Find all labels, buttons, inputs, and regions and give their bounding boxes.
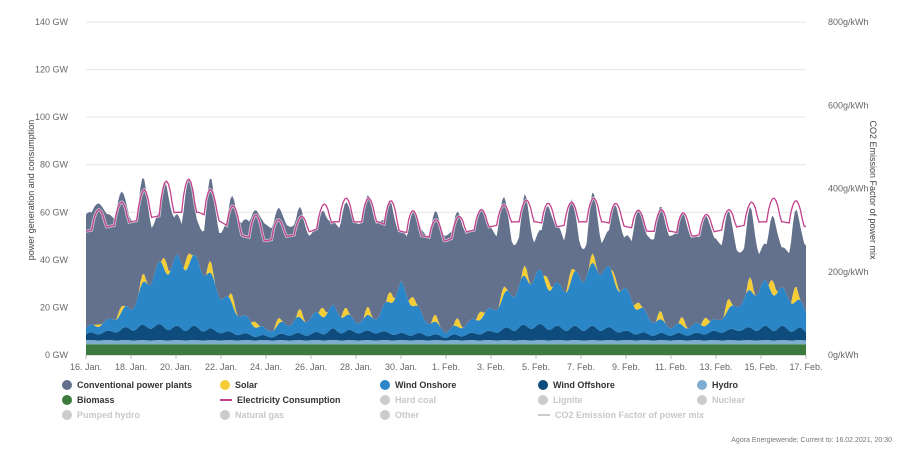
x-tick-label: 22. Jan. bbox=[205, 362, 237, 370]
x-tick-label: 9. Feb. bbox=[612, 362, 640, 370]
circle-marker-icon bbox=[538, 395, 548, 405]
legend-label: Pumped hydro bbox=[77, 410, 141, 420]
legend-label: Hard coal bbox=[395, 395, 437, 405]
legend-item-wind-offshore[interactable]: Wind Offshore bbox=[538, 380, 615, 390]
source-note: Agora Energiewende; Current to: 16.02.20… bbox=[731, 437, 892, 444]
circle-marker-icon bbox=[697, 380, 707, 390]
legend-label: Natural gas bbox=[235, 410, 285, 420]
y-tick-label: 60 GW bbox=[40, 207, 69, 217]
x-tick-label: 5. Feb. bbox=[522, 362, 550, 370]
legend-label: Nuclear bbox=[712, 395, 746, 405]
legend-label: Solar bbox=[235, 380, 258, 390]
line-marker-icon bbox=[220, 399, 232, 401]
area-conventional-power-plants bbox=[86, 178, 806, 334]
area-wind-onshore bbox=[86, 254, 806, 339]
legend-item-natural-gas[interactable]: Natural gas bbox=[220, 410, 284, 420]
legend-item-hydro[interactable]: Hydro bbox=[697, 380, 738, 390]
legend-label: Wind Onshore bbox=[395, 380, 457, 390]
legend-label: Hydro bbox=[712, 380, 739, 390]
y-right-tick-label: 400g/kWh bbox=[828, 184, 869, 194]
legend-item-solar[interactable]: Solar bbox=[220, 380, 258, 390]
legend-label: Wind Offshore bbox=[553, 380, 615, 390]
legend-label: Lignite bbox=[553, 395, 583, 405]
consumption-lines bbox=[85, 177, 807, 243]
y-right-tick-label: 800g/kWh bbox=[828, 17, 869, 27]
stacked-areas bbox=[86, 178, 806, 355]
x-tick-label: 16. Jan. bbox=[70, 362, 102, 370]
legend-item-other[interactable]: Other bbox=[380, 410, 419, 420]
legend-item-nuclear[interactable]: Nuclear bbox=[697, 395, 745, 405]
legend-item-co2-emission-factor-of-power-mix[interactable]: CO2 Emission Factor of power mix bbox=[538, 410, 704, 420]
legend-item-pumped-hydro[interactable]: Pumped hydro bbox=[62, 410, 140, 420]
y-tick-label: 40 GW bbox=[40, 255, 69, 265]
y-right-tick-label: 200g/kWh bbox=[828, 267, 869, 277]
x-tick-label: 13. Feb. bbox=[699, 362, 732, 370]
legend-item-wind-onshore[interactable]: Wind Onshore bbox=[380, 380, 456, 390]
x-tick-label: 1. Feb. bbox=[432, 362, 460, 370]
legend-item-conventional-power-plants[interactable]: Conventional power plants bbox=[62, 380, 192, 390]
legend-item-lignite[interactable]: Lignite bbox=[538, 395, 583, 405]
legend-label: CO2 Emission Factor of power mix bbox=[555, 410, 705, 420]
area-biomass bbox=[86, 344, 806, 355]
circle-marker-icon bbox=[380, 395, 390, 405]
circle-marker-icon bbox=[697, 395, 707, 405]
y-tick-label: 80 GW bbox=[40, 160, 69, 170]
x-tick-label: 15. Feb. bbox=[744, 362, 777, 370]
power-chart: 0 GW 20 GW 40 GW 60 GW 80 GW 100 GW 120 GW 140 … bbox=[26, 17, 878, 370]
x-tick-label: 11. Feb. bbox=[655, 362, 687, 370]
x-tick-label: 28. Jan. bbox=[340, 362, 372, 370]
x-tick-label: 7. Feb. bbox=[567, 362, 595, 370]
circle-marker-icon bbox=[62, 380, 72, 390]
y-tick-label: 120 GW bbox=[35, 65, 69, 75]
circle-marker-icon bbox=[380, 380, 390, 390]
consumption-line bbox=[85, 178, 807, 242]
x-tick-label: 30. Jan. bbox=[385, 362, 417, 370]
x-axis: 16. Jan. 18. Jan. 20. Jan. 22. Jan. 24. Jan.… bbox=[70, 355, 823, 370]
legend-label: Biomass bbox=[77, 395, 115, 405]
legend-label: Electricity Consumption bbox=[237, 395, 341, 405]
legend-item-biomass[interactable]: Biomass bbox=[62, 395, 115, 405]
legend-item-hard-coal[interactable]: Hard coal bbox=[380, 395, 436, 405]
y-tick-label: 0 GW bbox=[45, 350, 69, 360]
chart-legend: Conventional power plants Solar Wind Onsho… bbox=[62, 380, 862, 425]
circle-marker-icon bbox=[220, 380, 230, 390]
circle-marker-icon bbox=[380, 410, 390, 420]
x-tick-label: 24. Jan. bbox=[250, 362, 282, 370]
circle-marker-icon bbox=[62, 410, 72, 420]
circle-marker-icon bbox=[62, 395, 72, 405]
legend-label: Conventional power plants bbox=[77, 380, 193, 390]
circle-marker-icon bbox=[538, 380, 548, 390]
area-hydro bbox=[86, 340, 806, 345]
y-axis-right-title: CO2 Emission Factor of power mix bbox=[868, 120, 878, 260]
line-marker-icon bbox=[538, 414, 550, 416]
y-right-tick-label: 600g/kWh bbox=[828, 100, 869, 110]
legend-item-electricity-consumption[interactable]: Electricity Consumption bbox=[220, 395, 341, 405]
x-tick-label: 3. Feb. bbox=[477, 362, 505, 370]
y-right-tick-label: 0g/kWh bbox=[828, 350, 859, 360]
x-tick-label: 20. Jan. bbox=[160, 362, 192, 370]
x-tick-label: 17. Feb. bbox=[789, 362, 822, 370]
y-tick-label: 140 GW bbox=[35, 17, 69, 27]
x-tick-label: 18. Jan. bbox=[115, 362, 147, 370]
legend-label: Other bbox=[395, 410, 420, 420]
y-axis-right: 0g/kWh 200g/kWh 400g/kWh 600g/kWh 800g/kWh bbox=[828, 17, 869, 360]
y-axis-left: 0 GW 20 GW 40 GW 60 GW 80 GW 100 GW 120 GW 140 … bbox=[35, 17, 69, 360]
circle-marker-icon bbox=[220, 410, 230, 420]
y-axis-title: power generation and consumption bbox=[26, 120, 36, 261]
x-tick-label: 26. Jan. bbox=[295, 362, 327, 370]
area-wind-offshore bbox=[86, 323, 806, 341]
y-tick-label: 20 GW bbox=[40, 302, 69, 312]
y-tick-label: 100 GW bbox=[35, 112, 69, 122]
